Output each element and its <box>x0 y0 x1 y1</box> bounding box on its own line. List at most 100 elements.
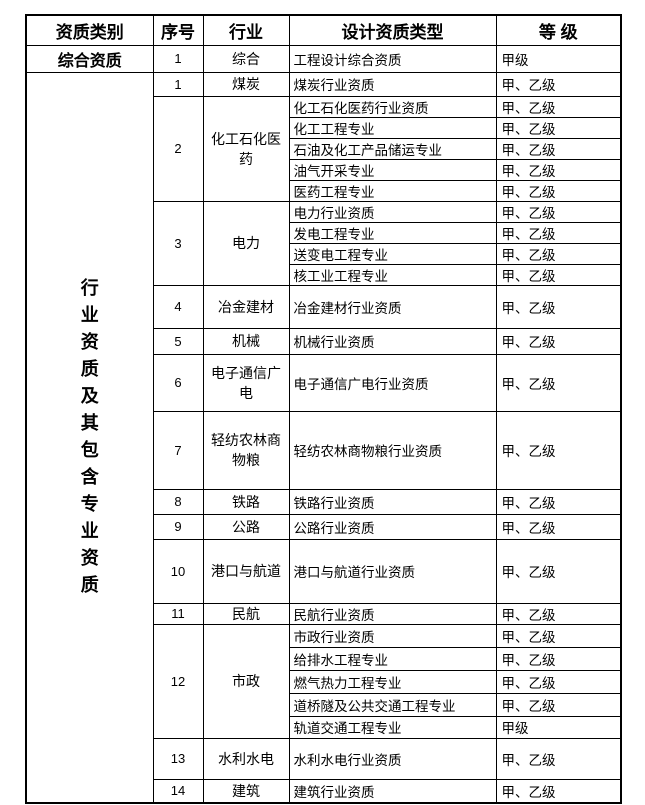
grade-cell: 甲、乙级 <box>495 778 622 804</box>
industry-cell: 煤炭 <box>202 71 290 97</box>
serial-number-cell: 11 <box>152 602 204 625</box>
qualification-type-cell: 电力行业资质 <box>288 200 497 223</box>
qualification-type-cell: 煤炭行业资质 <box>288 71 497 97</box>
category-cell: 行业资质及其包含专业资质 <box>25 71 154 804</box>
grade-cell: 甲、乙级 <box>495 538 622 604</box>
table-row: 6 电子通信广电 电子通信广电行业资质 甲、乙级 <box>26 353 622 412</box>
table-row: 化工工程专业 甲、乙级 <box>26 116 622 139</box>
table-row: 14 建筑 建筑行业资质 甲、乙级 <box>26 778 622 804</box>
industry-cell: 港口与航道 <box>202 538 290 604</box>
qualification-type-cell: 送变电工程专业 <box>288 242 497 265</box>
industry-cell: 电力 <box>202 200 290 286</box>
category-vertical-text: 行业资质及其包含专业资质 <box>80 278 99 596</box>
table-row: 13 水利水电 水利水电行业资质 甲、乙级 <box>26 737 622 780</box>
table-body: 综合资质 1 综合 工程设计综合资质 甲级 行业资质及其包含专业资质 1 煤炭 煤炭行业资质 甲、… <box>25 44 622 804</box>
header-row: 资质类别 序号 行业 设计资质类型等 级 <box>25 14 622 46</box>
column-header: 资质类别 <box>25 14 154 46</box>
table-row: 燃气热力工程专业 甲、乙级 <box>26 669 622 694</box>
qualification-table: 资质类别 序号 行业 设计资质类型等 级 综合资质 1 综合 工程设计综合资质 甲级 行业资质及… <box>25 14 622 804</box>
table-row: 道桥隧及公共交通工程专业 甲、乙级 <box>26 692 622 717</box>
serial-number-cell: 10 <box>152 538 204 604</box>
grade-cell: 甲、乙级 <box>495 116 622 139</box>
qualification-type-cell: 道桥隧及公共交通工程专业 <box>288 692 497 717</box>
grade-cell: 甲、乙级 <box>495 221 622 244</box>
table-row: 送变电工程专业 甲、乙级 <box>26 242 622 265</box>
grade-cell: 甲、乙级 <box>495 137 622 160</box>
industry-cell: 建筑 <box>202 778 290 804</box>
industry-cell: 水利水电 <box>202 737 290 780</box>
grade-cell: 甲级 <box>495 44 622 73</box>
column-header: 序号 <box>152 14 204 46</box>
grade-cell: 甲、乙级 <box>495 410 622 490</box>
table-row: 行业资质及其包含专业资质 1 煤炭 煤炭行业资质 甲、乙级 <box>25 71 622 804</box>
qualification-type-cell: 市政行业资质 <box>288 623 497 648</box>
qualification-type-cell: 医药工程专业 <box>288 179 497 202</box>
serial-number-cell: 14 <box>152 778 204 804</box>
serial-number-cell: 1 <box>152 44 204 73</box>
qualification-type-cell: 电子通信广电行业资质 <box>288 353 497 412</box>
industry-cell: 民航 <box>202 602 290 625</box>
serial-number-cell: 3 <box>152 200 204 286</box>
qualification-type-cell: 民航行业资质 <box>288 602 497 625</box>
grade-cell: 甲、乙级 <box>495 353 622 412</box>
industry-cell: 冶金建材 <box>202 284 290 329</box>
grade-cell: 甲、乙级 <box>495 623 622 648</box>
serial-number-cell: 1 <box>152 71 204 97</box>
qualification-type-cell: 水利水电行业资质 <box>288 737 497 780</box>
table-row: 发电工程专业 甲、乙级 <box>26 221 622 244</box>
qualification-type-cell: 石油及化工产品储运专业 <box>288 137 497 160</box>
grade-cell: 甲、乙级 <box>495 263 622 286</box>
serial-number-cell: 6 <box>152 353 204 412</box>
industry-cell: 化工石化医药 <box>202 95 290 202</box>
column-header: 行业 <box>202 14 290 46</box>
grade-cell: 甲、乙级 <box>495 158 622 181</box>
grade-cell: 甲级 <box>495 715 622 739</box>
industry-cell: 市政 <box>202 623 290 739</box>
qualification-type-cell: 建筑行业资质 <box>288 778 497 804</box>
qualification-type-cell: 铁路行业资质 <box>288 488 497 515</box>
table-row: 3 电力 电力行业资质 甲、乙级 <box>26 200 622 286</box>
grade-cell: 甲、乙级 <box>495 284 622 329</box>
industry-cell: 机械 <box>202 327 290 355</box>
serial-number-cell: 2 <box>152 95 204 202</box>
grade-cell: 甲、乙级 <box>495 602 622 625</box>
qualification-type-cell: 核工业工程专业 <box>288 263 497 286</box>
serial-number-cell: 8 <box>152 488 204 515</box>
grade-cell: 甲、乙级 <box>495 95 622 118</box>
qualification-type-cell: 油气开采专业 <box>288 158 497 181</box>
grade-cell: 甲、乙级 <box>495 488 622 515</box>
grade-cell: 甲、乙级 <box>495 513 622 540</box>
table-row: 7 轻纺农林商物粮 轻纺农林商物粮行业资质 甲、乙级 <box>26 410 622 490</box>
serial-number-cell: 9 <box>152 513 204 540</box>
grade-cell: 甲、乙级 <box>495 242 622 265</box>
table-row: 给排水工程专业 甲、乙级 <box>26 646 622 671</box>
qualification-type-cell: 给排水工程专业 <box>288 646 497 671</box>
serial-number-cell: 12 <box>152 623 204 739</box>
table-row: 8 铁路 铁路行业资质 甲、乙级 <box>26 488 622 515</box>
column-header: 设计资质类型 <box>288 14 497 46</box>
table-row: 5 机械 机械行业资质 甲、乙级 <box>26 327 622 355</box>
serial-number-cell: 4 <box>152 284 204 329</box>
qualification-type-cell: 化工工程专业 <box>288 116 497 139</box>
qualification-type-cell: 轨道交通工程专业 <box>288 715 497 739</box>
grade-cell: 甲、乙级 <box>495 669 622 694</box>
table-row: 12 市政 市政行业资质 甲、乙级 <box>26 623 622 739</box>
industry-cell: 铁路 <box>202 488 290 515</box>
table-header: 资质类别 序号 行业 设计资质类型等 级 <box>25 14 622 46</box>
grade-cell: 甲、乙级 <box>495 646 622 671</box>
table-row: 4 冶金建材 冶金建材行业资质 甲、乙级 <box>26 284 622 329</box>
industry-cell: 电子通信广电 <box>202 353 290 412</box>
qualification-type-cell: 公路行业资质 <box>288 513 497 540</box>
qualification-type-cell: 轻纺农林商物粮行业资质 <box>288 410 497 490</box>
industry-cell: 轻纺农林商物粮 <box>202 410 290 490</box>
qualification-type-cell: 机械行业资质 <box>288 327 497 355</box>
grade-cell: 甲、乙级 <box>495 692 622 717</box>
qualification-type-cell: 港口与航道行业资质 <box>288 538 497 604</box>
industry-cell: 公路 <box>202 513 290 540</box>
qualification-type-cell: 工程设计综合资质 <box>288 44 497 73</box>
serial-number-cell: 13 <box>152 737 204 780</box>
grade-cell: 甲、乙级 <box>495 737 622 780</box>
category-cell: 综合资质 <box>25 44 154 73</box>
column-header: 等 级 <box>495 14 622 46</box>
